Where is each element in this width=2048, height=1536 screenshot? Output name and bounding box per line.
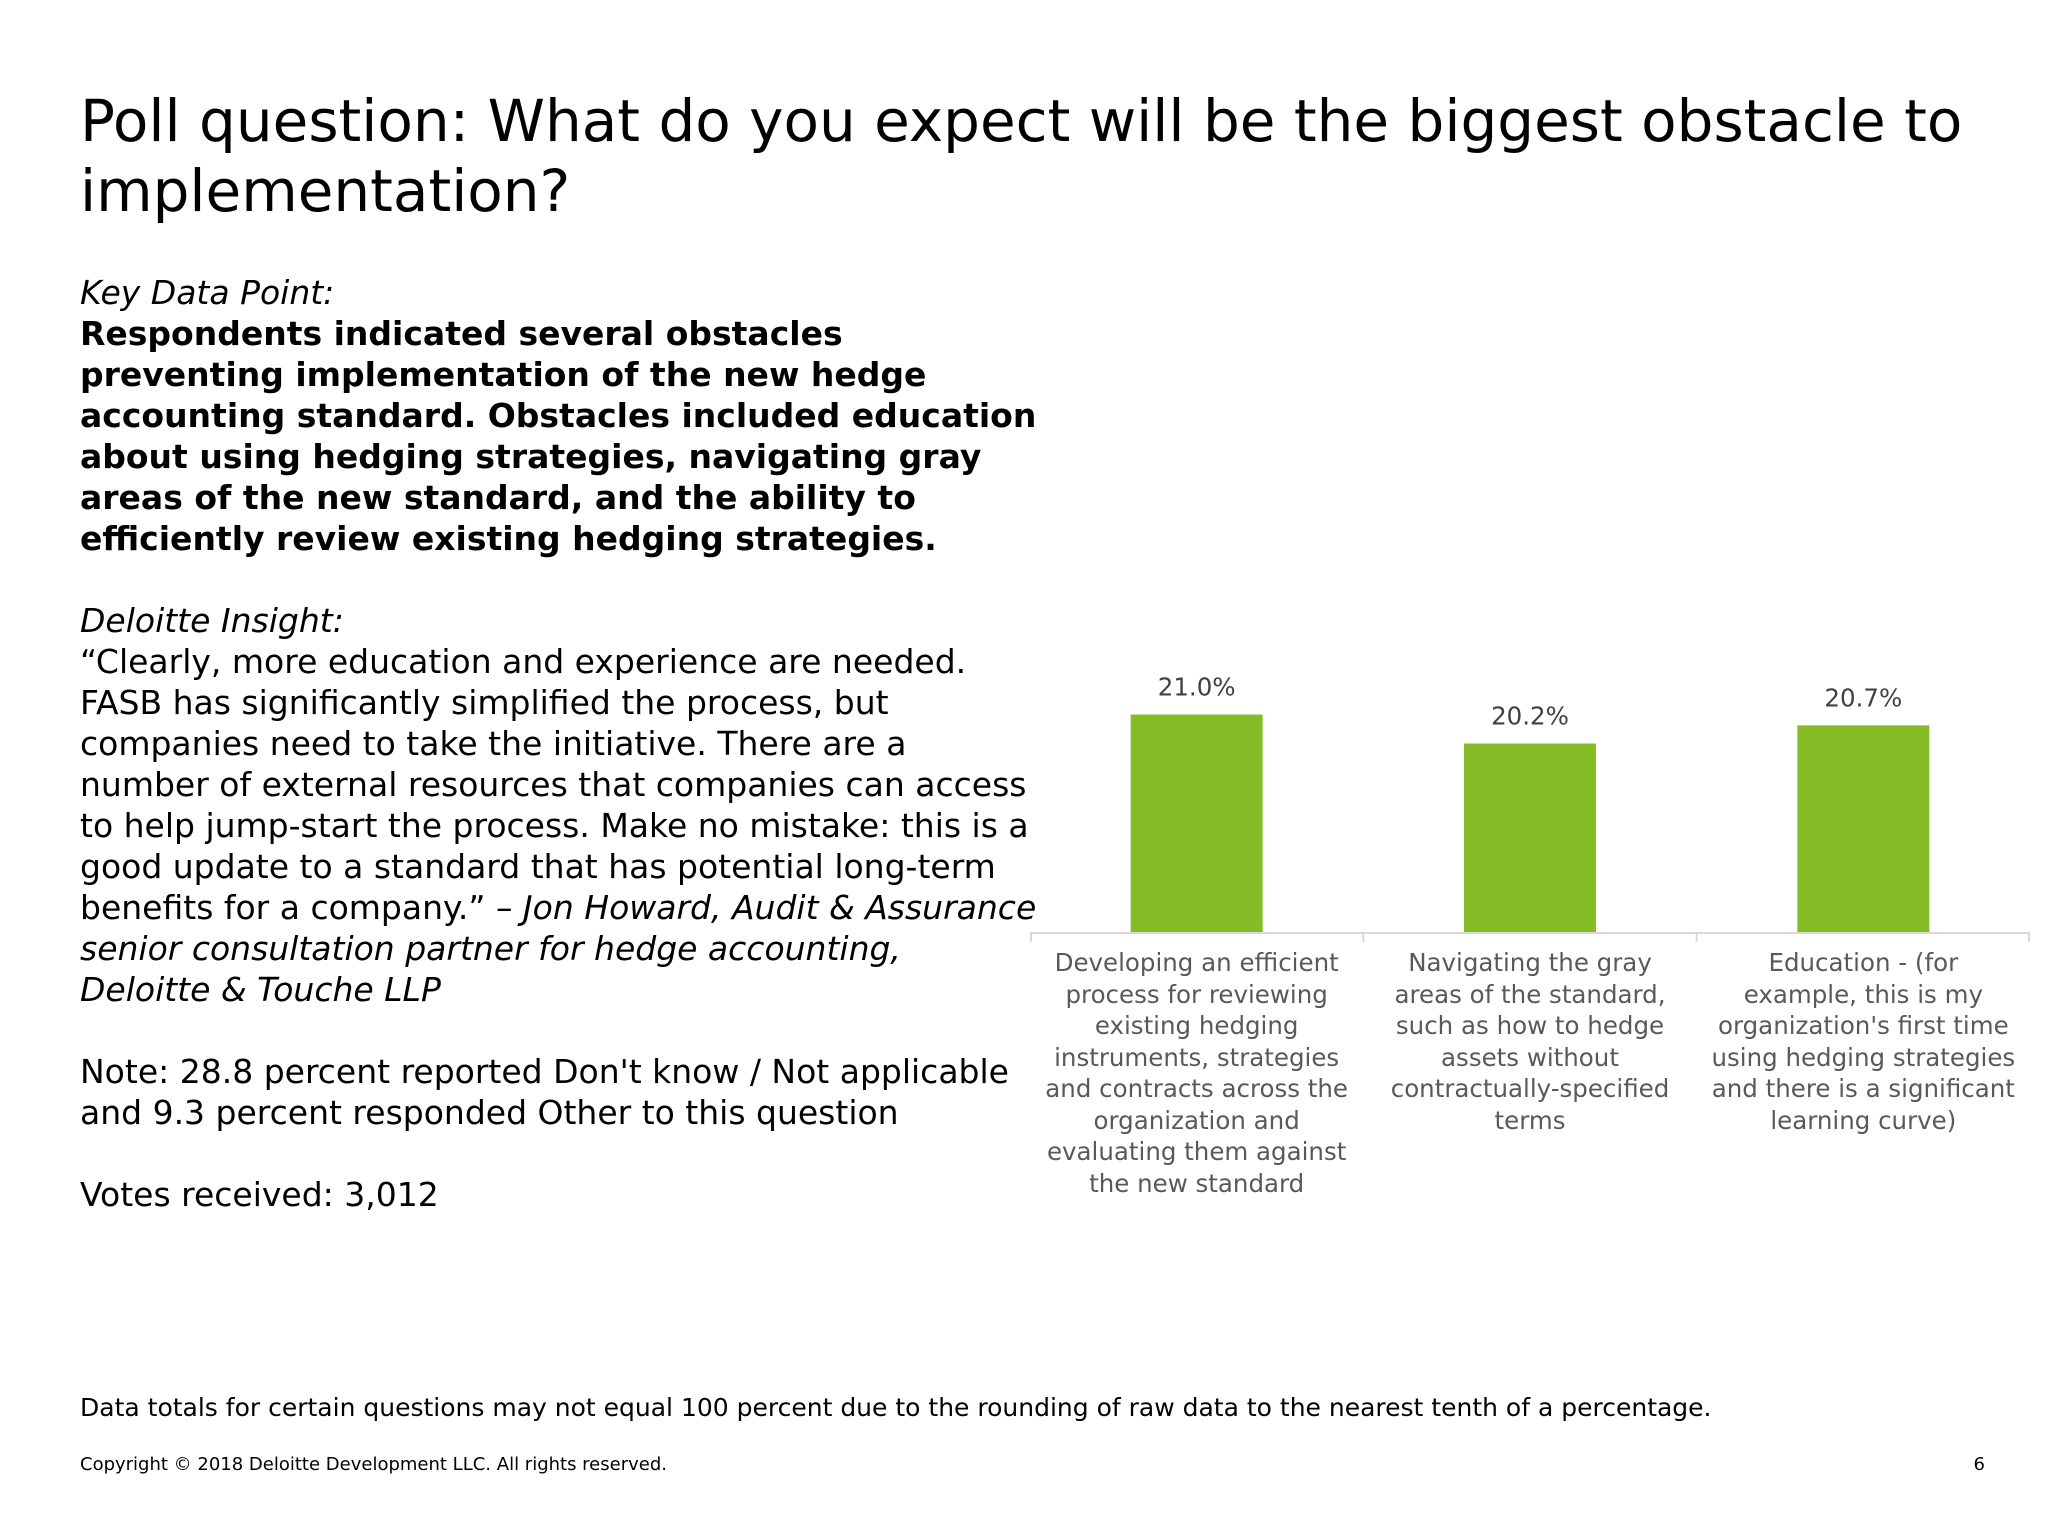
bar-chart-svg: 21.0% 20.2% 20.7% — [1030, 673, 2030, 942]
copyright-text: Copyright © 2018 Deloitte Development LL… — [80, 1454, 667, 1475]
data-label: 20.2% — [1491, 702, 1569, 731]
key-data-heading: Key Data Point: — [80, 273, 335, 312]
spacer — [80, 559, 1040, 600]
data-label: 20.7% — [1824, 683, 1902, 712]
spacer — [80, 1133, 1040, 1174]
key-data-text: Respondents indicated several obstacles … — [80, 314, 1037, 558]
note-text: Note: 28.8 percent reported Don't know /… — [80, 1052, 1009, 1132]
insight-heading: Deloitte Insight: — [80, 601, 344, 640]
category-label: Education - (for example, this is my organ… — [1711, 948, 2016, 1135]
page-number: 6 — [1973, 1454, 1985, 1475]
page-title: Poll question: What do you expect will b… — [80, 87, 1963, 225]
insight-attribution: – Jon Howard, Audit & Assurance senior c… — [80, 888, 1037, 1009]
category-label: Developing an efficient process for revie… — [1045, 948, 1349, 1198]
bar — [1797, 725, 1930, 932]
data-label: 21.0% — [1158, 673, 1236, 702]
bar — [1130, 714, 1263, 932]
category-labels: Developing an efficient process for revie… — [1030, 947, 2030, 1207]
category-label: Navigating the gray areas of the standard… — [1390, 948, 1670, 1135]
spacer — [80, 1010, 1040, 1051]
bar-chart: 21.0% 20.2% 20.7% Developing an efficient p… — [1030, 640, 2030, 1220]
votes-received: Votes received: 3,012 — [80, 1175, 439, 1214]
bar — [1464, 743, 1596, 932]
left-column: Key Data Point: Respondents indicated se… — [80, 272, 1040, 1215]
insight-quote: “Clearly, more education and experience … — [80, 641, 1040, 1010]
insight-quote-text: “Clearly, more education and experience … — [80, 642, 1029, 927]
rounding-footnote: Data totals for certain questions may no… — [80, 1393, 1712, 1422]
